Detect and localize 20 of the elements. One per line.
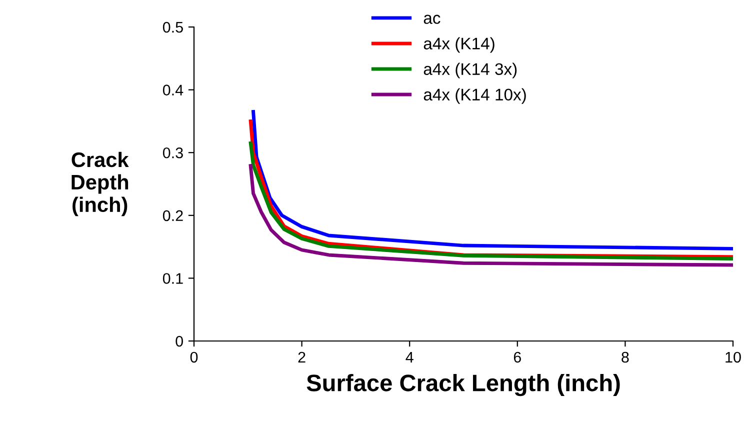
y-axis-title: Crack Depth (inch): [72, 152, 129, 216]
y-tick-label: 0.5: [162, 22, 183, 33]
legend-label: ac: [424, 14, 440, 24]
y-tick-label: 0.2: [162, 210, 183, 222]
line-series: [248, 141, 733, 260]
x-tick-label: 0: [190, 352, 198, 363]
y-tick-label: 0.3: [162, 147, 183, 158]
x-tick-label: 10: [726, 352, 741, 363]
legend-label: a4x (K14 10x): [424, 88, 526, 104]
x-tick-label: 4: [406, 352, 414, 362]
x-tick-label: 8: [622, 352, 629, 363]
legend-label: a4x (K14 3x): [424, 62, 517, 78]
y-tick-label: 0.4: [162, 84, 184, 96]
x-tick-label: 6: [514, 352, 521, 363]
y-tick-label: 0.1: [162, 273, 183, 284]
legend-label: a4x (K14): [424, 37, 494, 53]
x-tick-label: 2: [298, 352, 306, 362]
x-axis-title: Surface Crack Length (inch): [306, 374, 620, 396]
y-tick-label: 0: [176, 336, 183, 347]
line-series: [248, 164, 733, 267]
